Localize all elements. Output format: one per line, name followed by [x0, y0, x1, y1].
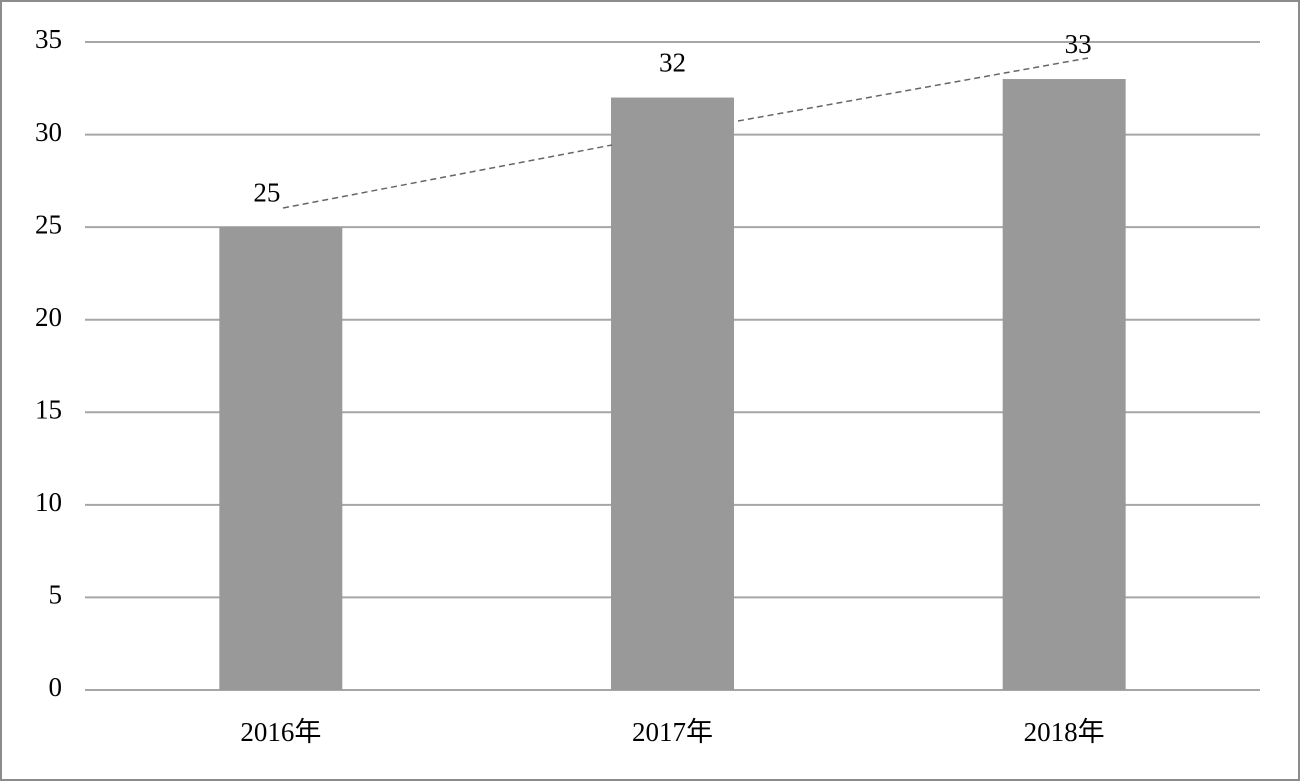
x-tick-label: 2017年: [632, 717, 713, 747]
bar: [219, 227, 343, 690]
y-tick-label: 20: [35, 302, 62, 332]
y-tick-label: 25: [35, 209, 62, 239]
x-tick-label: 2018年: [1024, 717, 1105, 747]
y-tick-label: 0: [49, 672, 63, 702]
y-tick-label: 30: [35, 117, 62, 147]
data-label: 32: [659, 48, 686, 78]
bar: [611, 97, 734, 691]
y-tick-label: 5: [49, 580, 63, 610]
marks: [219, 79, 1126, 691]
y-tick-label: 15: [35, 394, 62, 424]
y-tick-label: 10: [35, 487, 62, 517]
data-label: 33: [1065, 29, 1092, 59]
bar: [1002, 79, 1126, 691]
y-tick-label: 35: [35, 24, 62, 54]
trend-line: [282, 144, 613, 209]
data-label: 25: [253, 177, 280, 207]
x-tick-label: 2016年: [240, 717, 321, 747]
